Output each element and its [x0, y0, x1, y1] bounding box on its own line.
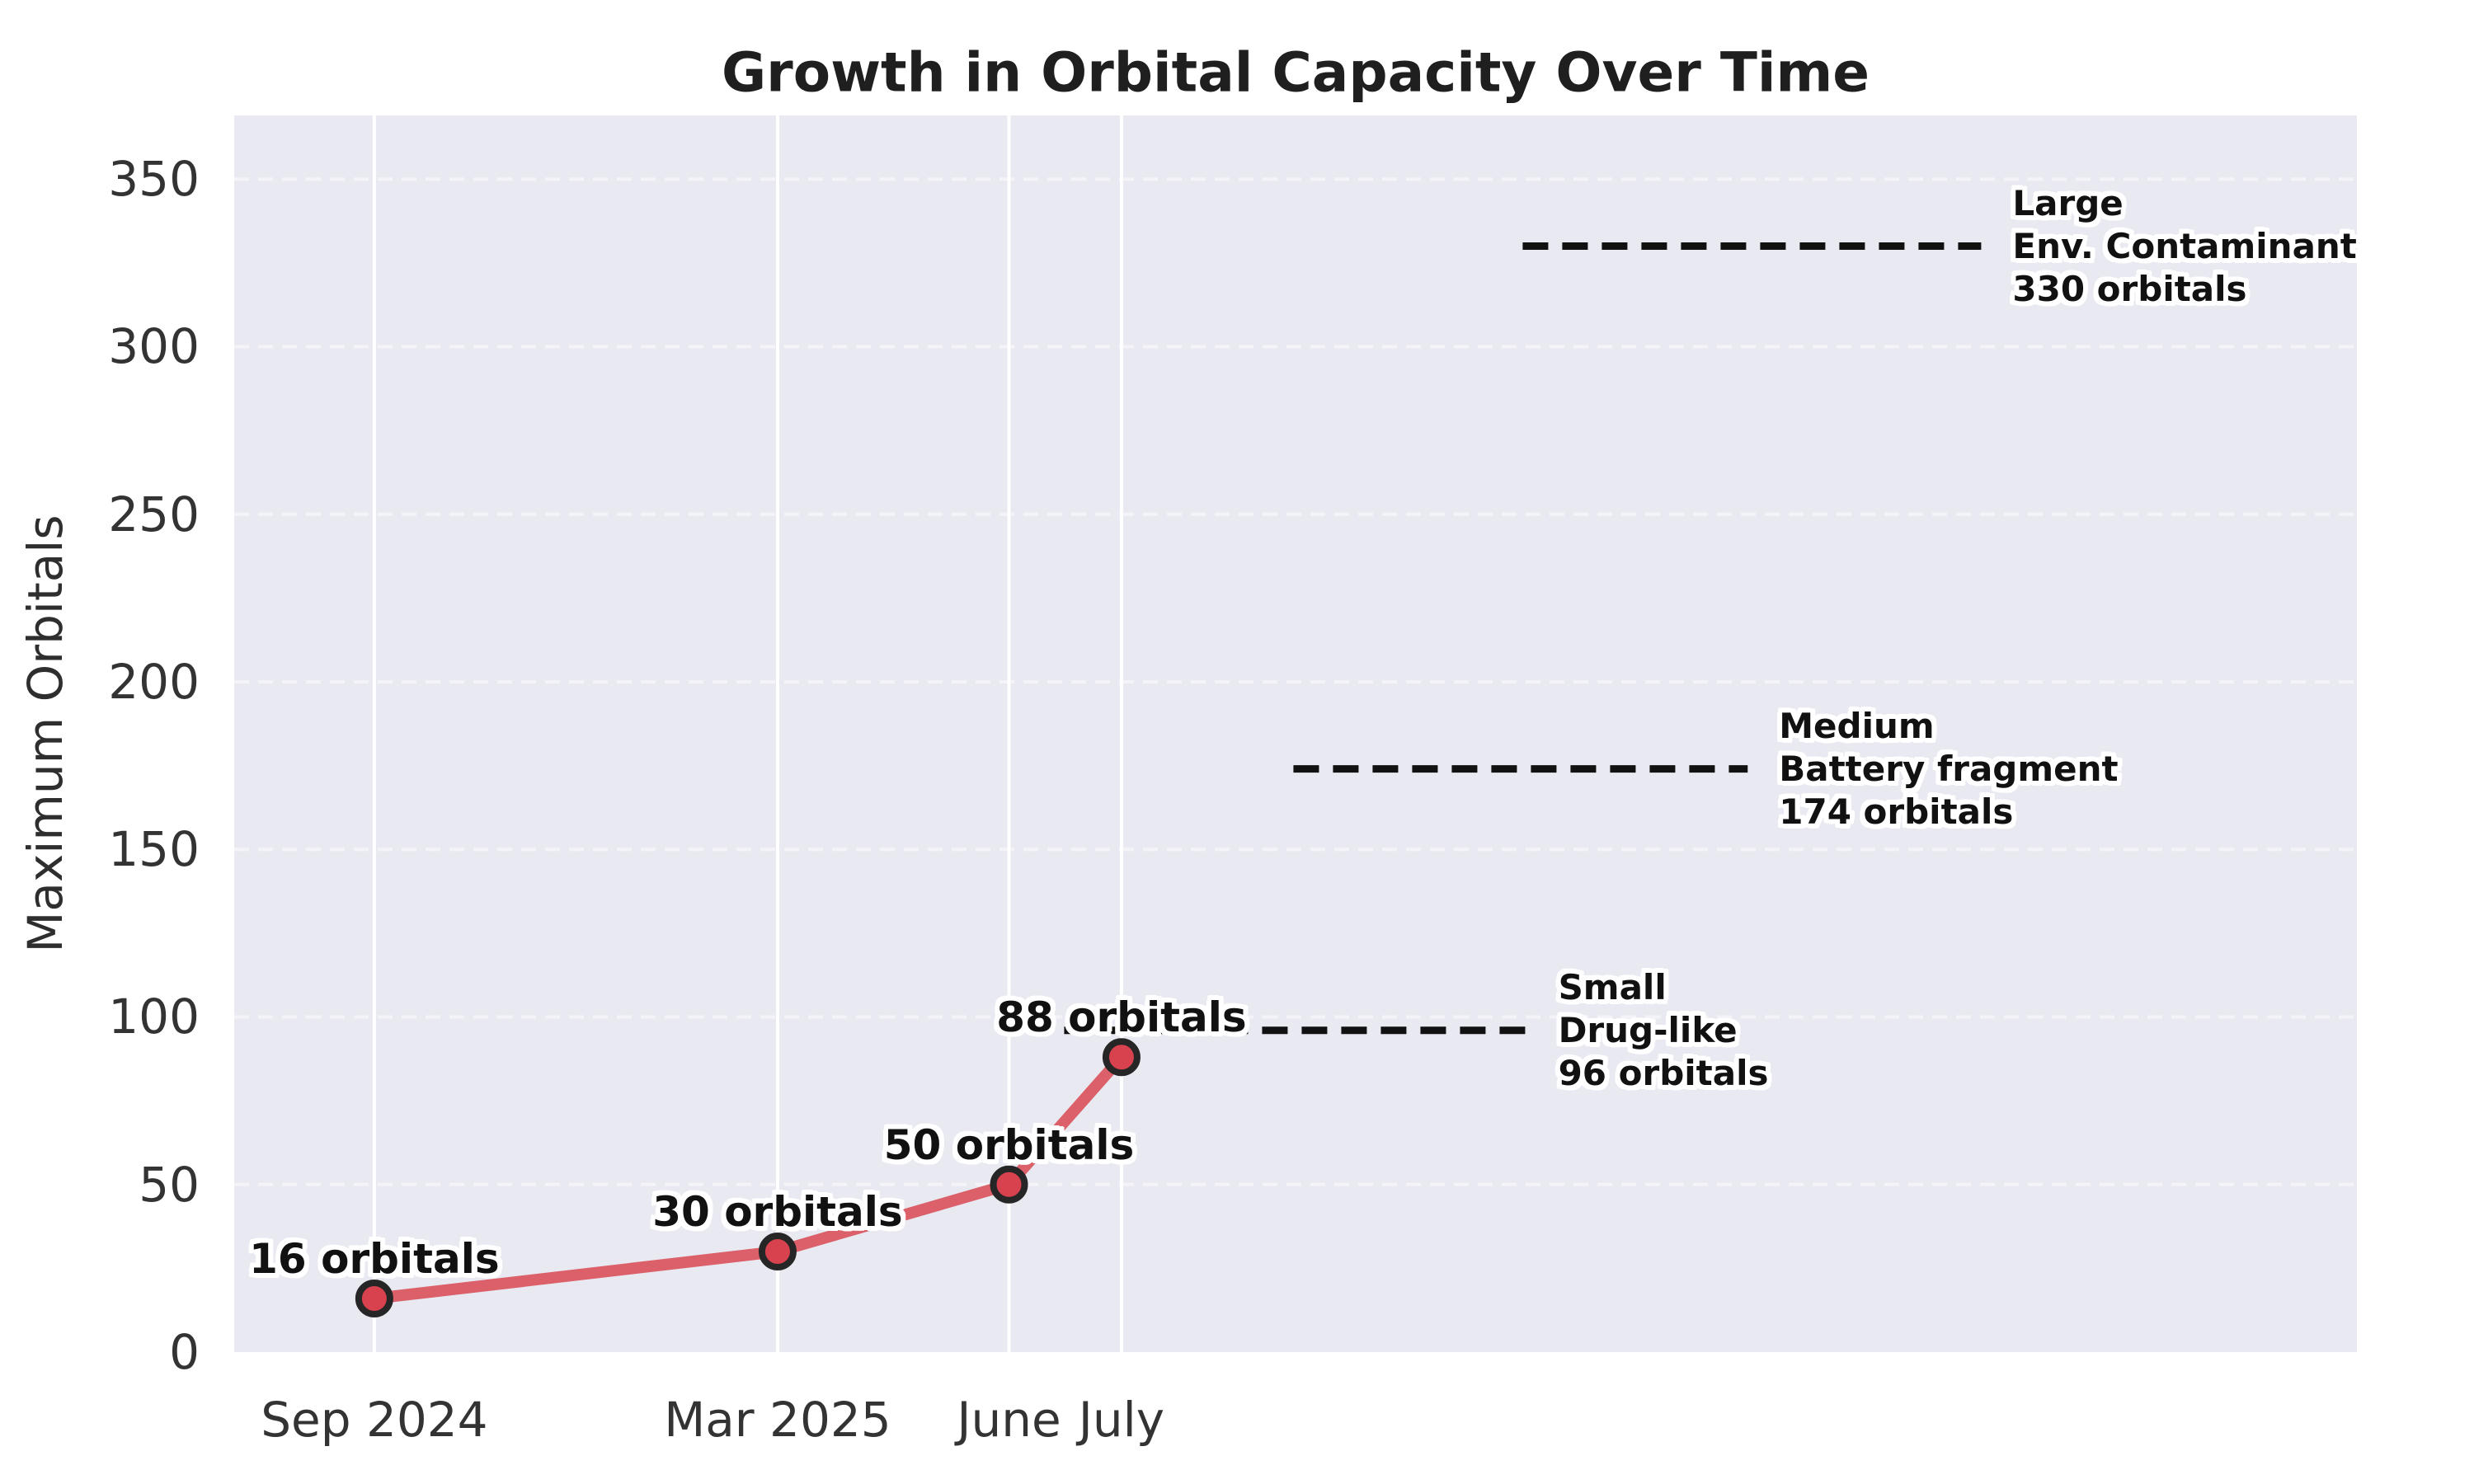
y-tick-label: 150: [108, 821, 200, 878]
data-point-marker: [990, 1165, 1028, 1204]
y-tick-label: 200: [108, 653, 200, 710]
y-tick-label: 0: [169, 1324, 200, 1380]
point-label: 88 orbitals: [996, 993, 1247, 1042]
threshold-annotation-line: 174 orbitals: [1779, 791, 2014, 832]
data-line: [368, 1051, 1127, 1304]
x-tick-label: Mar 2025: [664, 1392, 891, 1448]
threshold-annotation-medium: Medium Battery fragment 174 orbitals: [1779, 705, 2118, 834]
threshold-annotation-line: 330 orbitals: [2012, 268, 2247, 309]
data-point-marker: [355, 1279, 393, 1317]
threshold-annotation-large: Large Env. Contaminant 330 orbitals: [2012, 182, 2357, 311]
x-tick-label: July: [1078, 1392, 1165, 1448]
y-tick-label: 50: [139, 1156, 200, 1213]
point-label: 30 orbitals: [652, 1188, 903, 1237]
y-tick-label: 100: [108, 989, 200, 1045]
threshold-annotation-line: 96 orbitals: [1558, 1052, 1769, 1093]
point-label: 50 orbitals: [883, 1120, 1135, 1169]
threshold-annotation-line: Drug-like: [1558, 1009, 1738, 1050]
x-tick-label: June: [957, 1392, 1061, 1448]
y-tick-label: 300: [108, 318, 200, 375]
threshold-annotation-line: Env. Contaminant: [2012, 225, 2357, 266]
data-point-marker: [1102, 1038, 1141, 1077]
threshold-annotation-line: Medium: [1779, 705, 1935, 746]
point-label: 16 orbitals: [249, 1234, 500, 1283]
y-tick-label: 250: [108, 486, 200, 542]
y-axis-label: Maximum Orbitals: [17, 514, 73, 953]
threshold-annotation-line: Small: [1558, 966, 1667, 1007]
threshold-annotation-small: Small Drug-like 96 orbitals: [1559, 966, 1769, 1095]
x-tick-label: Sep 2024: [261, 1392, 488, 1448]
threshold-annotation-line: Large: [2012, 182, 2124, 223]
y-tick-label: 350: [108, 151, 200, 208]
plot-area: [234, 115, 2357, 1352]
threshold-annotation-line: Battery fragment: [1779, 748, 2119, 789]
data-point-marker: [758, 1233, 797, 1271]
chart-title: Growth in Orbital Capacity Over Time: [722, 40, 1870, 105]
